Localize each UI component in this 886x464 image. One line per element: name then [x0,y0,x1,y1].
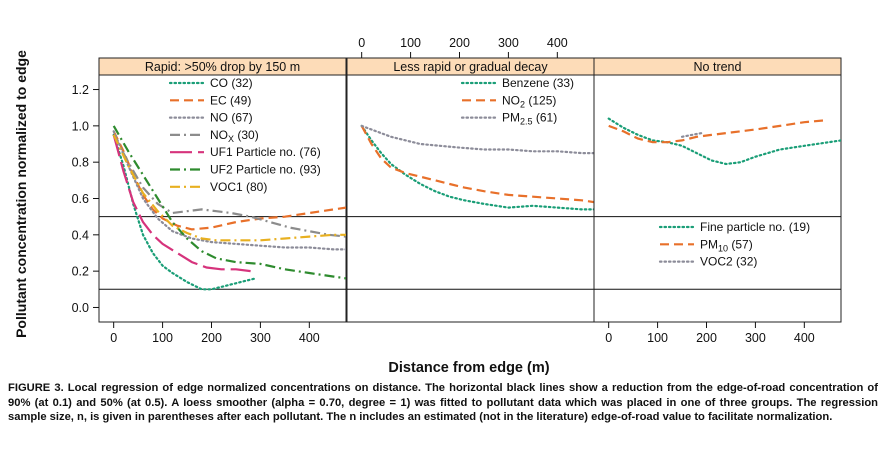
series-line [360,124,594,155]
legend-label: NO (67) [210,111,253,125]
x-axis-label: Distance from edge (m) [388,360,549,376]
legend-label: PM2.5 (61) [502,111,557,127]
panel-3: No trend Fine particle no. (19) PM10 (57) V… [593,57,842,323]
panel-title: No trend [694,60,742,74]
series-line [360,125,594,204]
x-tick-label: 200 [449,36,470,50]
series-line [680,132,703,138]
legend-label: UF2 Particle no. (93) [210,163,321,177]
y-axis-label: Pollutant concentration normalized to ed… [13,50,29,338]
legend-label: NOX (30) [210,128,259,144]
x-tick-label: 400 [299,331,320,345]
legend-label: CO (32) [210,76,253,90]
series-line [607,117,841,166]
chart-panels: Rapid: >50% drop by 150 m CO (32) EC (49) N… [72,36,842,345]
legend-label: Benzene (33) [502,76,574,90]
y-tick-label: 0.4 [72,228,89,242]
legend-label: Fine particle no. (19) [700,220,810,234]
series-line [112,130,346,251]
legend-label: VOC2 (32) [700,255,757,269]
x-tick-label: 200 [696,331,717,345]
series-line [112,125,346,280]
legend-label: PM10 (57) [700,237,753,253]
legend-label: UF1 Particle no. (76) [210,145,321,159]
legend-label: NO2 (125) [502,93,556,109]
x-tick-label: 0 [605,331,612,345]
panel-title: Less rapid or gradual decay [393,60,548,74]
panel-title: Rapid: >50% drop by 150 m [145,60,300,74]
y-tick-label: 0.0 [72,301,89,315]
panel-frame [593,74,842,323]
caption-text: Local regression of edge normalized conc… [8,382,878,423]
series-line [112,134,346,242]
y-tick-label: 1.0 [72,119,89,133]
legend-label: EC (49) [210,93,251,107]
series-line [360,124,594,211]
figure-caption: FIGURE 3. Local regression of edge norma… [8,381,878,425]
panel-1: Rapid: >50% drop by 150 m CO (32) EC (49) N… [98,57,347,323]
x-tick-label: 100 [400,36,421,50]
x-tick-label: 300 [498,36,519,50]
x-tick-label: 400 [794,331,815,345]
caption-label: FIGURE 3. [8,382,64,394]
x-tick-label: 300 [745,331,766,345]
y-tick-label: 0.8 [72,156,89,170]
legend-label: VOC1 (80) [210,180,267,194]
x-tick-label: 0 [110,331,117,345]
series-line [112,134,251,273]
series-line [112,134,346,238]
y-tick-label: 0.6 [72,192,89,206]
x-tick-label: 100 [152,331,173,345]
y-tick-label: 0.2 [72,265,89,279]
x-tick-label: 200 [201,331,222,345]
series-line [608,119,825,144]
panel-2: Less rapid or gradual decay Benzene (33) N… [346,57,595,323]
x-tick-label: 300 [250,331,271,345]
x-tick-label: 0 [358,36,365,50]
y-tick-label: 1.2 [72,83,89,97]
x-tick-label: 100 [647,331,668,345]
series-line [112,130,346,231]
x-tick-label: 400 [547,36,568,50]
